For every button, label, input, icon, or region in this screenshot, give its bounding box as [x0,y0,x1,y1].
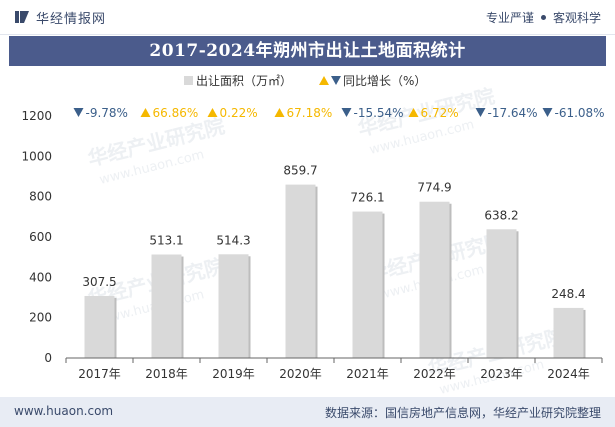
footer: www.huaon.com 数据来源：国信房地产信息网，华经产业研究院整理 [0,397,615,427]
x-tick-label: 2021年 [346,367,389,381]
bar [486,229,517,358]
bar-shadow [583,309,586,358]
chart-title: 2017-2024年朔州市出让土地面积统计 [9,36,606,66]
x-axis: 2017年 2018年 2019年 2020年 2021年 2022年 2023年 2024年 [65,357,603,381]
growth-up-triangle-icon [140,108,151,117]
bar-data-label: 307.5 [82,275,116,289]
header-bar: 华经情报网 专业严谨 客观科学 [0,0,615,35]
footer-source: 数据来源：国信房地产信息网，华经产业研究院整理 [324,406,601,420]
bar-shadow [181,256,184,358]
x-tick-label: 2019年 [212,367,255,381]
x-tick-label: 2017年 [78,367,121,381]
growth-label: 66.86% [153,106,199,120]
bar-data-label: 513.1 [149,234,183,248]
growth-down-triangle-icon [542,108,553,117]
growth-down-triangle-icon [475,108,486,117]
x-tick-label: 2024年 [547,367,590,381]
growth-label: 6.72% [421,106,459,120]
footer-website[interactable]: www.huaon.com [14,404,114,418]
x-tick-label: 2018年 [145,367,188,381]
bar-data-label: 726.1 [350,191,384,205]
bar-data-label: 774.9 [417,181,451,195]
bar [553,307,584,358]
y-tick-label: 1000 [21,149,52,163]
bar-shadow [315,186,318,358]
x-tick-label: 2020年 [279,367,322,381]
bar [419,201,450,358]
bar-shadow [516,231,519,358]
bar-data-label: 859.7 [283,164,317,178]
bar [352,211,383,358]
slogan-tag-1: 专业严谨 [485,11,534,25]
growth-up-triangle-icon [274,108,285,117]
bar [218,254,249,358]
brand-name: 华经情报网 [36,11,107,27]
bar-shadow [114,297,117,358]
growth-label: 0.22% [220,106,258,120]
growth-label: -15.54% [354,106,404,120]
x-tick-label: 2022年 [413,367,456,381]
y-tick-label: 600 [29,230,52,244]
y-tick-label: 800 [29,190,52,204]
y-tick-label: 0 [44,351,52,365]
bars: 307.5 513.1 514.3 859.7 726.1 774.9 638.2 248.4 [82,164,586,358]
legend-swatch-area [184,76,193,85]
y-tick-label: 1200 [21,109,52,123]
growth-label: -61.08% [555,106,605,120]
legend-label-growth: 同比增长（%） [343,74,426,88]
brand[interactable]: 华经情报网 [14,8,107,27]
bar [151,254,182,358]
growth-labels: -9.78% 66.86% 0.22% 67.18% -15.54% 6.72% -17.6… [73,106,605,120]
slogan-tag-2: 客观科学 [552,11,601,25]
y-axis: 0 200 400 600 800 1000 1200 [21,109,52,365]
bar-shadow [382,213,385,358]
growth-up-triangle-icon [408,108,419,117]
bar-shadow [248,256,251,358]
y-tick-label: 400 [29,270,52,284]
huajing-logo-icon [15,11,29,23]
separator-dot-icon [540,15,546,20]
growth-label: -17.64% [488,106,538,120]
bar [285,184,316,358]
growth-down-triangle-icon [341,108,352,117]
bar-data-label: 638.2 [484,208,518,222]
x-tick-label: 2023年 [480,367,523,381]
legend-label-area: 出让面积（万㎡） [196,74,292,88]
growth-up-triangle-icon [207,108,218,117]
legend-down-triangle-icon [331,76,341,85]
bar-shadow [449,203,452,358]
slogan: 专业严谨 客观科学 [486,9,601,26]
growth-label: 67.18% [287,106,333,120]
growth-label: -9.78% [86,106,128,120]
growth-down-triangle-icon [73,108,84,117]
chart-legend: 出让面积（万㎡） 同比增长（%） [184,74,426,88]
bar-data-label: 514.3 [216,233,250,247]
legend-up-triangle-icon [319,76,329,85]
y-tick-label: 200 [29,311,52,325]
bar-data-label: 248.4 [551,287,585,301]
bar [84,295,115,358]
bar-chart: 华经产业研究院www.huaon.com华经产业研究院www.huaon.com… [21,74,605,397]
